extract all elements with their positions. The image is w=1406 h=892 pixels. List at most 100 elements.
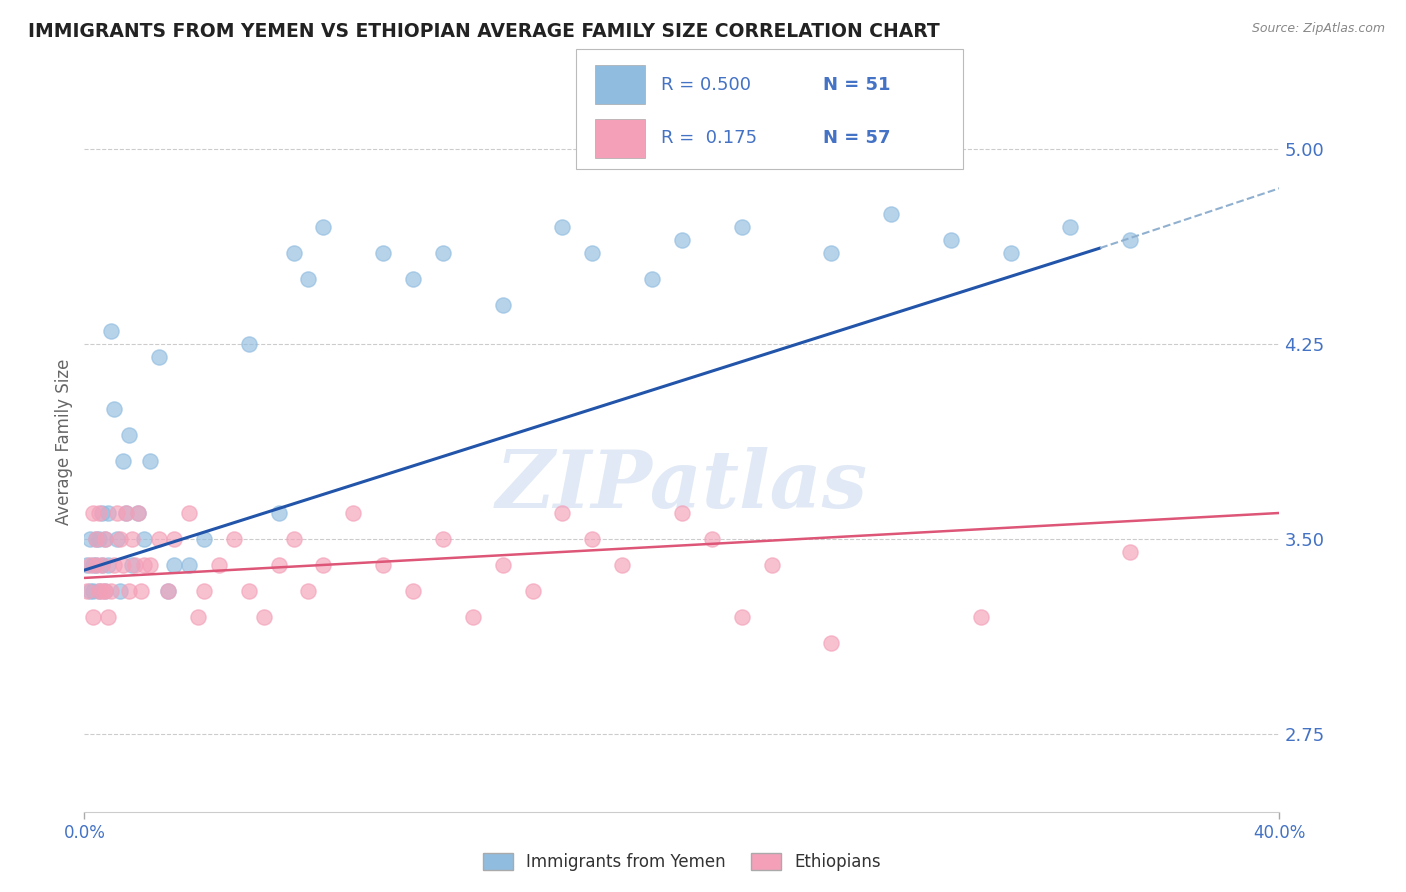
Text: R =  0.175: R = 0.175 <box>661 129 756 147</box>
Point <box>238 583 260 598</box>
Point <box>551 506 574 520</box>
Point <box>94 583 117 598</box>
Point <box>402 272 425 286</box>
Point <box>127 506 149 520</box>
Point <box>581 532 603 546</box>
Point <box>283 532 305 546</box>
Point <box>82 506 104 520</box>
Point <box>193 532 215 546</box>
Text: Source: ZipAtlas.com: Source: ZipAtlas.com <box>1251 22 1385 36</box>
Point <box>939 233 962 247</box>
Point <box>432 246 454 260</box>
Point <box>118 428 141 442</box>
Point <box>105 532 128 546</box>
Text: N = 57: N = 57 <box>823 129 890 147</box>
Point <box>76 558 98 572</box>
Point <box>641 272 664 286</box>
Point <box>132 532 156 546</box>
Point <box>187 610 209 624</box>
Point <box>297 583 319 598</box>
Point <box>1000 246 1022 260</box>
Point <box>193 583 215 598</box>
Point <box>731 220 754 235</box>
Point <box>1119 545 1142 559</box>
Point <box>970 610 993 624</box>
Point <box>94 532 117 546</box>
Point <box>82 610 104 624</box>
Point <box>551 220 574 235</box>
Point <box>1059 220 1081 235</box>
Point <box>121 532 143 546</box>
Point <box>86 558 108 572</box>
Point <box>671 506 693 520</box>
Point <box>700 532 723 546</box>
Point <box>132 558 156 572</box>
Point <box>177 558 200 572</box>
Point <box>100 583 122 598</box>
Point <box>110 583 132 598</box>
Point <box>148 350 170 364</box>
Point <box>115 506 138 520</box>
Point <box>461 610 484 624</box>
Text: N = 51: N = 51 <box>823 76 890 94</box>
Point <box>163 532 186 546</box>
Point <box>112 454 135 468</box>
Text: ZIPatlas: ZIPatlas <box>496 447 868 524</box>
Point <box>79 583 101 598</box>
Point <box>124 558 146 572</box>
Point <box>86 558 108 572</box>
Point <box>222 532 245 546</box>
Point <box>89 583 111 598</box>
Point <box>103 402 125 417</box>
Point <box>86 532 108 546</box>
Point <box>82 558 104 572</box>
Point <box>522 583 544 598</box>
Point <box>139 558 162 572</box>
Point <box>89 583 111 598</box>
Point <box>761 558 783 572</box>
Point <box>97 610 120 624</box>
Point <box>177 506 200 520</box>
Point <box>163 558 186 572</box>
Point <box>94 532 117 546</box>
Point <box>432 532 454 546</box>
Point <box>91 558 114 572</box>
Point <box>492 298 515 312</box>
Point <box>283 246 305 260</box>
Point <box>267 558 290 572</box>
Point <box>82 583 104 598</box>
Legend: Immigrants from Yemen, Ethiopians: Immigrants from Yemen, Ethiopians <box>477 846 887 878</box>
Point <box>91 583 114 598</box>
Point <box>105 506 128 520</box>
Point <box>267 506 290 520</box>
Point <box>91 558 114 572</box>
Point <box>103 558 125 572</box>
Point <box>97 558 120 572</box>
Point <box>312 558 335 572</box>
Point <box>121 558 143 572</box>
Point <box>148 532 170 546</box>
Point <box>208 558 231 572</box>
Point <box>97 506 120 520</box>
Point <box>91 506 114 520</box>
Point <box>492 558 515 572</box>
Text: R = 0.500: R = 0.500 <box>661 76 751 94</box>
Point <box>312 220 335 235</box>
Point <box>79 532 101 546</box>
Point <box>79 558 101 572</box>
Point <box>112 558 135 572</box>
Point <box>373 246 395 260</box>
Point <box>127 506 149 520</box>
Point <box>110 532 132 546</box>
Point <box>373 558 395 572</box>
Point <box>581 246 603 260</box>
Point <box>157 583 180 598</box>
Point <box>238 337 260 351</box>
Point <box>820 246 842 260</box>
Point <box>880 207 903 221</box>
Point <box>89 506 111 520</box>
Point <box>731 610 754 624</box>
Point <box>129 583 152 598</box>
Point <box>157 583 180 598</box>
Point <box>100 324 122 338</box>
